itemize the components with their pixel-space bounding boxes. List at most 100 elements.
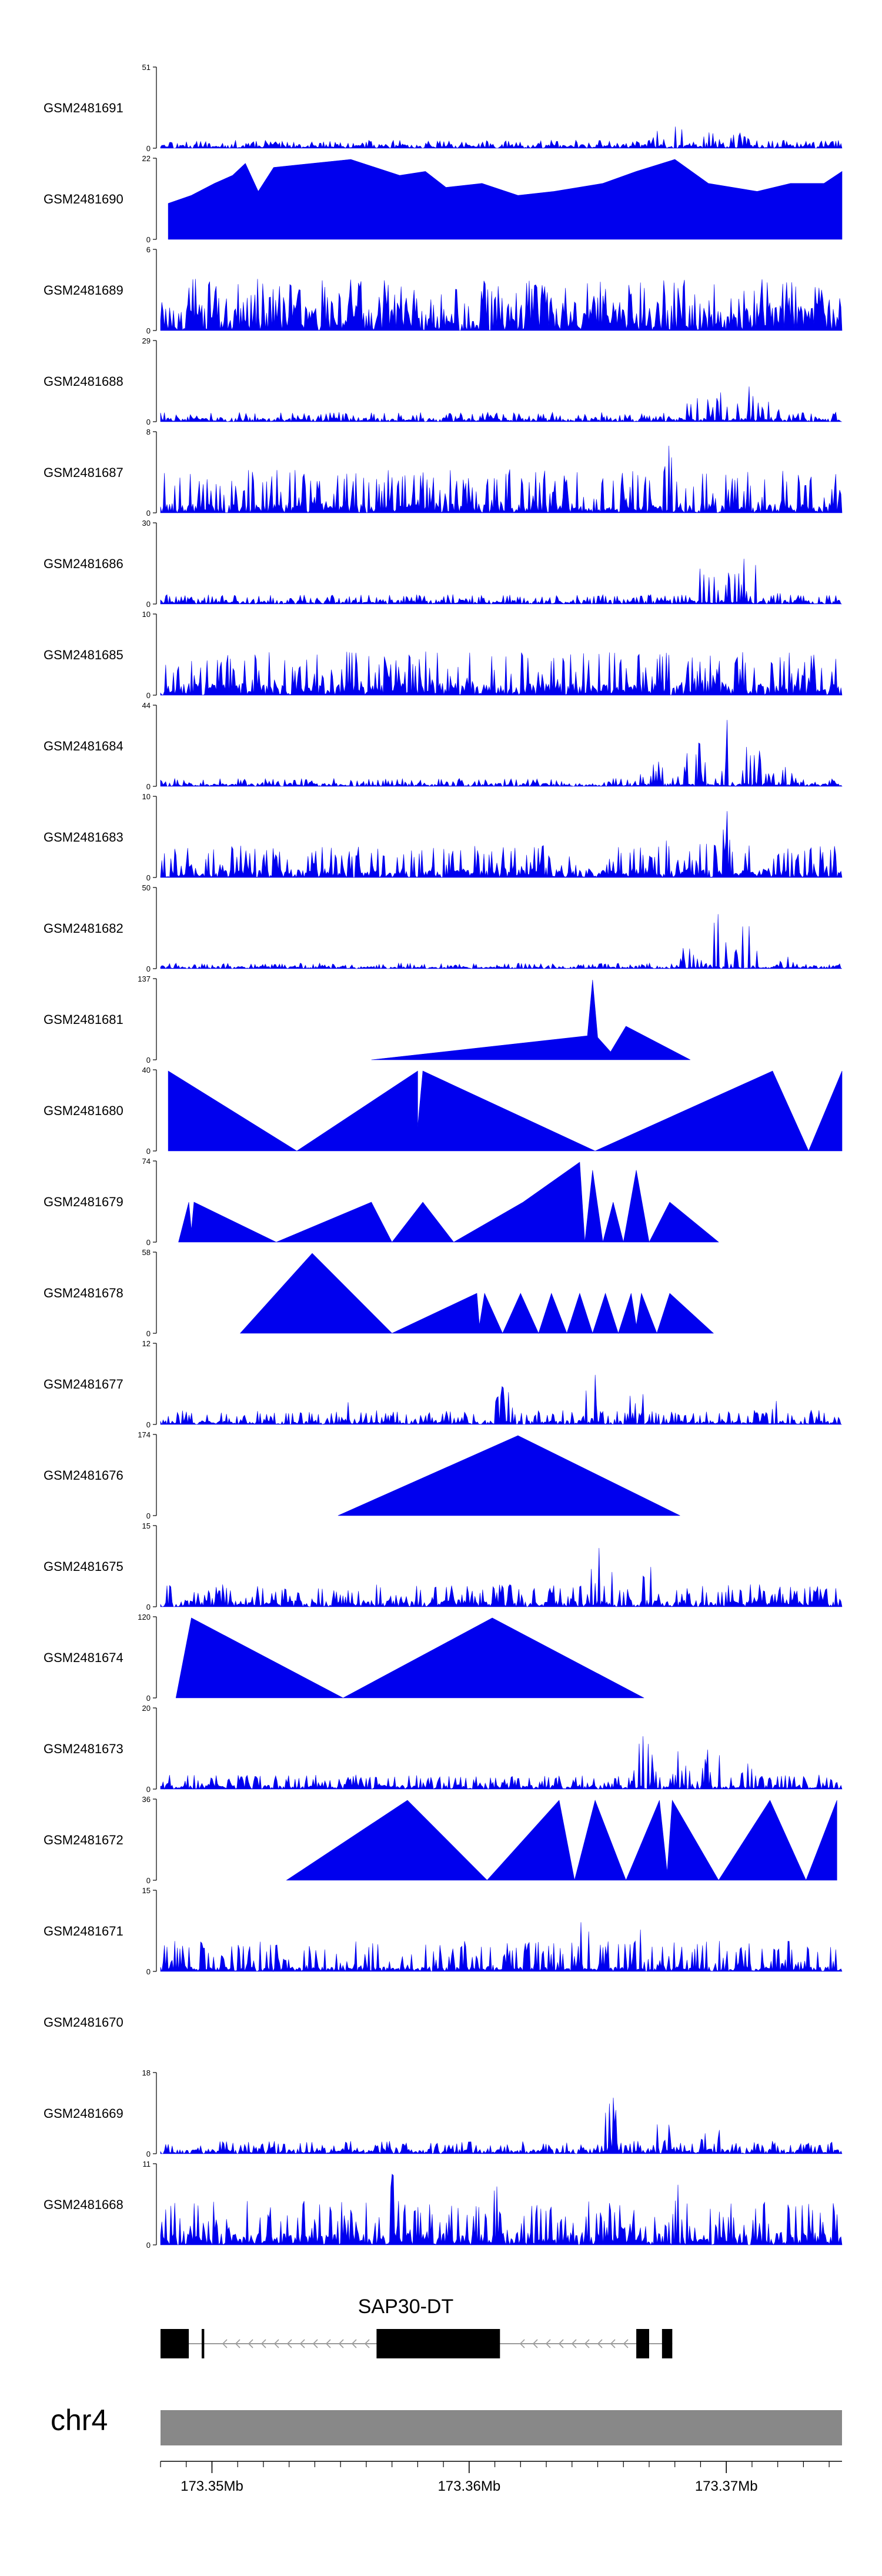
track-GSM2481690: GSM2481690 22 0 (44, 154, 843, 244)
y-max-label: 58 (142, 1248, 151, 1257)
track-label: GSM2481676 (44, 1468, 123, 1483)
y-max-label: 50 (142, 883, 151, 892)
y-min-label: 0 (146, 1147, 151, 1156)
track-GSM2481677: GSM2481677 12 0 (44, 1339, 843, 1429)
y-min-label: 0 (146, 1876, 151, 1885)
gene-exon (662, 2329, 673, 2358)
strand-arrow (597, 2339, 603, 2348)
coverage-area (286, 1800, 837, 1881)
y-min-label: 0 (146, 509, 151, 518)
coverage-area (160, 279, 843, 331)
track-label: GSM2481680 (44, 1103, 123, 1118)
track-GSM2481669: GSM2481669 18 0 (44, 2068, 843, 2158)
track-GSM2481675: GSM2481675 15 0 (44, 1521, 843, 1611)
y-min-label: 0 (146, 1329, 151, 1338)
coverage-area (160, 1374, 843, 1425)
strand-arrow (364, 2339, 370, 2348)
y-max-label: 44 (142, 701, 151, 710)
y-max-label: 120 (138, 1613, 151, 1621)
y-max-label: 74 (142, 1157, 151, 1166)
gene-annotation-track: SAP30-DT (161, 2295, 673, 2358)
track-label: GSM2481670 (44, 2015, 123, 2030)
y-min-label: 0 (146, 1967, 151, 1976)
y-max-label: 137 (138, 975, 151, 983)
coverage-area (160, 2174, 843, 2245)
y-min-label: 0 (146, 1238, 151, 1247)
coverage-area (160, 720, 843, 788)
track-label: GSM2481675 (44, 1559, 123, 1574)
gene-name-label: SAP30-DT (358, 2295, 454, 2318)
gene-strand-arrows (222, 2339, 629, 2348)
track-label: GSM2481688 (44, 374, 123, 389)
track-label: GSM2481668 (44, 2197, 123, 2212)
y-min-label: 0 (146, 691, 151, 700)
coverage-area (160, 2097, 843, 2155)
y-min-label: 0 (146, 235, 151, 244)
gene-exon (201, 2329, 205, 2358)
coverage-tracks: GSM2481691510GSM2481690220GSM248168960GS… (44, 63, 843, 2250)
strand-arrow (545, 2339, 551, 2348)
strand-arrow (558, 2339, 564, 2348)
track-GSM2481689: GSM2481689 6 0 (44, 245, 843, 335)
y-min-label: 0 (146, 1511, 151, 1520)
track-label: GSM2481686 (44, 556, 123, 571)
y-min-label: 0 (146, 600, 151, 609)
y-max-label: 10 (142, 610, 151, 619)
track-label: GSM2481687 (44, 465, 123, 480)
track-GSM2481673: GSM2481673 20 0 (44, 1704, 843, 1794)
track-GSM2481682: GSM2481682 50 0 (44, 883, 843, 973)
track-label: GSM2481689 (44, 283, 123, 298)
y-max-label: 18 (142, 2068, 151, 2077)
strand-arrow (571, 2339, 577, 2348)
track-GSM2481668: GSM2481668 11 0 (44, 2160, 843, 2250)
strand-arrow (532, 2339, 538, 2348)
strand-arrow (248, 2339, 253, 2348)
strand-arrow (623, 2339, 629, 2348)
track-GSM2481670: GSM2481670 (44, 2015, 123, 2030)
track-GSM2481679: GSM2481679 74 0 (44, 1157, 719, 1247)
chromosome-label: chr4 (51, 2404, 108, 2437)
coverage-area (160, 914, 843, 969)
genomic-x-axis: 173.35Mb 173.36Mb 173.37Mb (160, 2461, 842, 2494)
y-max-label: 10 (142, 792, 151, 801)
strand-arrow (299, 2339, 305, 2348)
coverage-area (160, 386, 843, 423)
y-max-label: 6 (146, 245, 151, 254)
coverage-area (371, 979, 691, 1060)
x-tick-label: 173.37Mb (695, 2478, 758, 2494)
gene-exon (376, 2329, 500, 2358)
y-max-label: 20 (142, 1704, 151, 1713)
track-label: GSM2481678 (44, 1286, 123, 1300)
track-label: GSM2481691 (44, 101, 123, 115)
y-max-label: 40 (142, 1066, 151, 1075)
track-GSM2481676: GSM2481676 174 0 (44, 1430, 680, 1520)
track-label: GSM2481671 (44, 1924, 123, 1938)
coverage-area (160, 558, 843, 605)
strand-arrow (610, 2339, 616, 2348)
track-label: GSM2481674 (44, 1650, 123, 1665)
strand-arrow (235, 2339, 240, 2348)
y-min-label: 0 (146, 965, 151, 973)
coverage-area (160, 1922, 843, 1973)
track-GSM2481674: GSM2481674 120 0 (44, 1613, 644, 1703)
strand-arrow (325, 2339, 331, 2348)
track-label: GSM2481669 (44, 2106, 123, 2121)
y-max-label: 174 (138, 1430, 151, 1439)
x-tick-label: 173.36Mb (437, 2478, 500, 2494)
coverage-area (168, 159, 843, 240)
track-GSM2481683: GSM2481683 10 0 (44, 792, 843, 882)
gene-exon (636, 2329, 649, 2358)
track-GSM2481685: GSM2481685 10 0 (44, 610, 843, 700)
y-min-label: 0 (146, 873, 151, 882)
gene-exons (161, 2329, 673, 2358)
y-max-label: 12 (142, 1339, 151, 1348)
track-label: GSM2481683 (44, 830, 123, 845)
track-GSM2481681: GSM2481681 137 0 (44, 975, 691, 1065)
y-min-label: 0 (146, 1056, 151, 1065)
strand-arrow (351, 2339, 357, 2348)
coverage-area (338, 1435, 680, 1516)
track-GSM2481672: GSM2481672 36 0 (44, 1795, 837, 1885)
y-max-label: 29 (142, 336, 151, 345)
track-label: GSM2481685 (44, 648, 123, 662)
